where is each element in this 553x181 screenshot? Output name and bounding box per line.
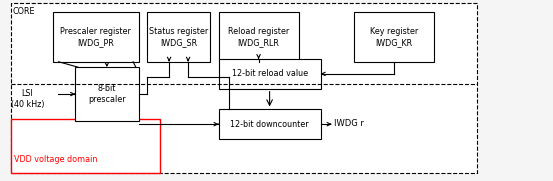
Text: Prescaler register
IWDG_PR: Prescaler register IWDG_PR	[60, 27, 131, 47]
Bar	[218, 59, 321, 89]
Text: 12-bit downcounter: 12-bit downcounter	[230, 120, 309, 129]
Text: Status register
IWDG_SR: Status register IWDG_SR	[149, 27, 208, 47]
Bar	[354, 12, 434, 62]
Bar	[75, 67, 139, 121]
Text: 8-bit
prescaler: 8-bit prescaler	[88, 84, 126, 104]
Bar	[11, 119, 160, 173]
Text: Key register
IWDG_KR: Key register IWDG_KR	[369, 27, 418, 47]
Bar	[11, 3, 477, 173]
Text: 12-bit reload value: 12-bit reload value	[232, 69, 307, 78]
Text: IWDG r: IWDG r	[335, 119, 364, 128]
Bar	[53, 12, 139, 62]
Text: Reload register
IWDG_RLR: Reload register IWDG_RLR	[228, 27, 289, 47]
Text: LSI
(40 kHz): LSI (40 kHz)	[11, 89, 44, 109]
Bar	[218, 109, 321, 139]
Text: CORE: CORE	[13, 7, 35, 16]
Bar	[147, 12, 210, 62]
Bar	[218, 12, 299, 62]
Text: VDD voltage domain: VDD voltage domain	[14, 155, 98, 164]
